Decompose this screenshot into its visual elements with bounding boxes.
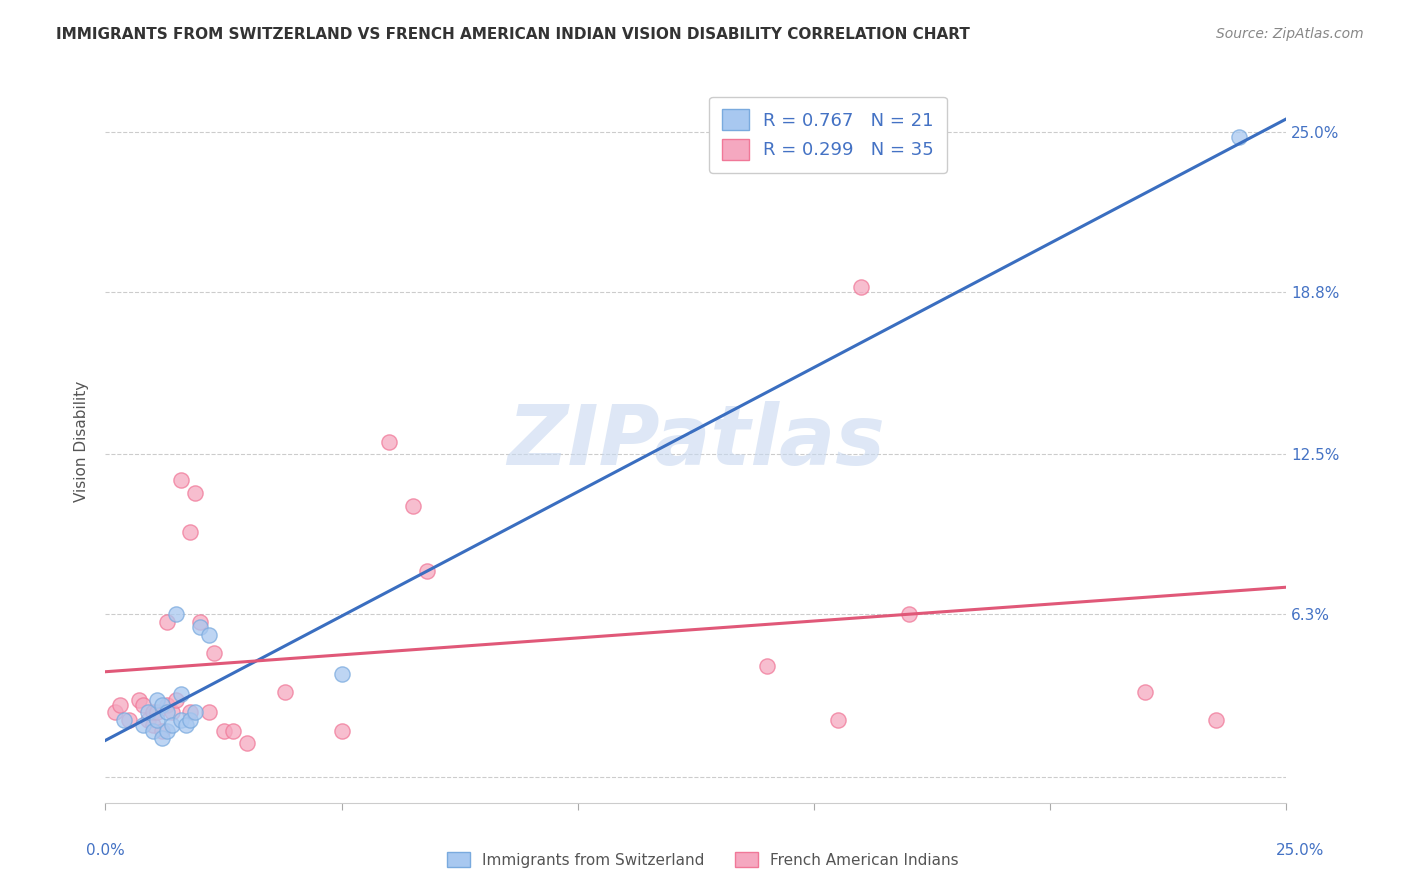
Text: IMMIGRANTS FROM SWITZERLAND VS FRENCH AMERICAN INDIAN VISION DISABILITY CORRELAT: IMMIGRANTS FROM SWITZERLAND VS FRENCH AM… <box>56 27 970 42</box>
Point <box>170 713 193 727</box>
Point <box>112 713 135 727</box>
Point <box>170 687 193 701</box>
Point <box>827 713 849 727</box>
Legend: Immigrants from Switzerland, French American Indians: Immigrants from Switzerland, French Amer… <box>440 844 966 875</box>
Point <box>136 713 159 727</box>
Point <box>222 723 245 738</box>
Text: 25.0%: 25.0% <box>1277 843 1324 858</box>
Point <box>165 692 187 706</box>
Point <box>401 499 423 513</box>
Text: Source: ZipAtlas.com: Source: ZipAtlas.com <box>1216 27 1364 41</box>
Point <box>274 685 297 699</box>
Point <box>184 706 207 720</box>
Point <box>236 736 259 750</box>
Point <box>202 646 225 660</box>
Point <box>330 723 353 738</box>
Point <box>108 698 131 712</box>
Point <box>188 615 211 630</box>
Point <box>136 706 159 720</box>
Point <box>146 692 169 706</box>
Point <box>146 713 169 727</box>
Point <box>160 718 183 732</box>
Point <box>1205 713 1227 727</box>
Point <box>156 698 179 712</box>
Point <box>156 723 179 738</box>
Point <box>184 486 207 500</box>
Point <box>174 718 197 732</box>
Y-axis label: Vision Disability: Vision Disability <box>75 381 90 502</box>
Legend: R = 0.767   N = 21, R = 0.299   N = 35: R = 0.767 N = 21, R = 0.299 N = 35 <box>709 96 946 172</box>
Point <box>165 607 187 622</box>
Point <box>330 666 353 681</box>
Point <box>150 731 173 746</box>
Point <box>198 706 221 720</box>
Point <box>179 713 201 727</box>
Point <box>415 564 437 578</box>
Point <box>128 692 150 706</box>
Point <box>170 473 193 487</box>
Point <box>132 698 155 712</box>
Point <box>156 615 179 630</box>
Point <box>150 698 173 712</box>
Point <box>188 620 211 634</box>
Point <box>851 279 873 293</box>
Point <box>160 706 183 720</box>
Point <box>1227 130 1250 145</box>
Point <box>150 723 173 738</box>
Point <box>118 713 141 727</box>
Text: 0.0%: 0.0% <box>86 843 125 858</box>
Point <box>1133 685 1156 699</box>
Point <box>132 718 155 732</box>
Point <box>212 723 235 738</box>
Point <box>104 706 127 720</box>
Point <box>142 723 165 738</box>
Point <box>142 706 165 720</box>
Point <box>378 434 401 449</box>
Point <box>146 706 169 720</box>
Point <box>142 718 165 732</box>
Point <box>156 706 179 720</box>
Text: ZIPatlas: ZIPatlas <box>508 401 884 482</box>
Point <box>897 607 920 622</box>
Point <box>179 706 201 720</box>
Point <box>198 628 221 642</box>
Point <box>179 524 201 539</box>
Point <box>755 659 778 673</box>
